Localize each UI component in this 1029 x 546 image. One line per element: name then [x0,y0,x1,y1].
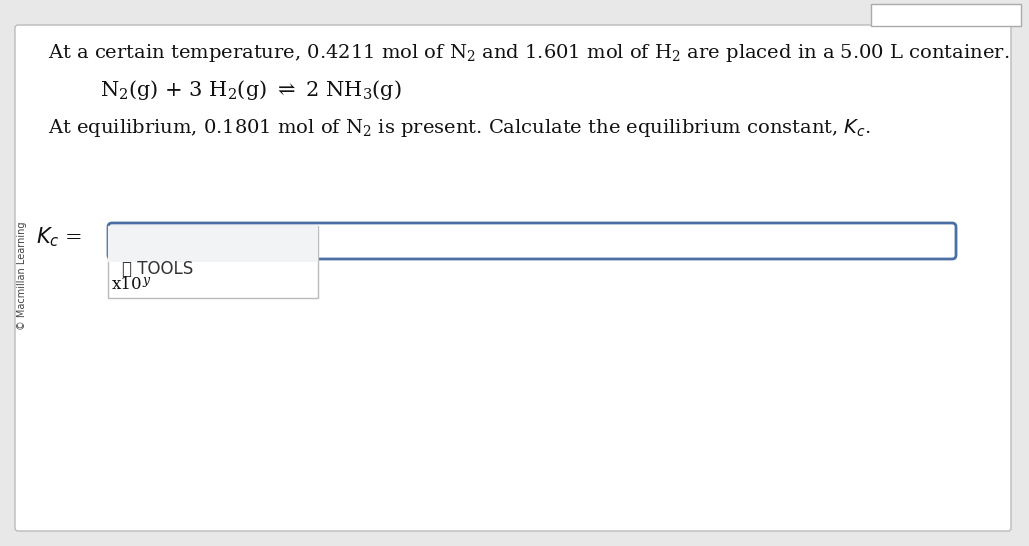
FancyBboxPatch shape [108,226,318,298]
FancyBboxPatch shape [108,226,318,262]
Text: 🔧 TOOLS: 🔧 TOOLS [122,260,193,278]
Text: © Macmillan Learning: © Macmillan Learning [17,222,27,330]
FancyBboxPatch shape [871,4,1021,26]
Text: y: y [142,274,149,287]
FancyBboxPatch shape [15,25,1012,531]
Text: $\mathregular{N_2}$(g) + 3 $\mathregular{H_2}$(g) $\mathregular{\rightleftharpoo: $\mathregular{N_2}$(g) + 3 $\mathregular… [100,78,402,102]
Text: At a certain temperature, 0.4211 mol of $\mathregular{N_2}$ and 1.601 mol of $\m: At a certain temperature, 0.4211 mol of … [48,42,1009,64]
Text: At equilibrium, 0.1801 mol of $\mathregular{N_2}$ is present. Calculate the equi: At equilibrium, 0.1801 mol of $\mathregu… [48,117,872,139]
Text: x10: x10 [112,276,143,293]
Text: $\mathit{K_c}$ =: $\mathit{K_c}$ = [36,225,82,248]
FancyBboxPatch shape [108,223,956,259]
